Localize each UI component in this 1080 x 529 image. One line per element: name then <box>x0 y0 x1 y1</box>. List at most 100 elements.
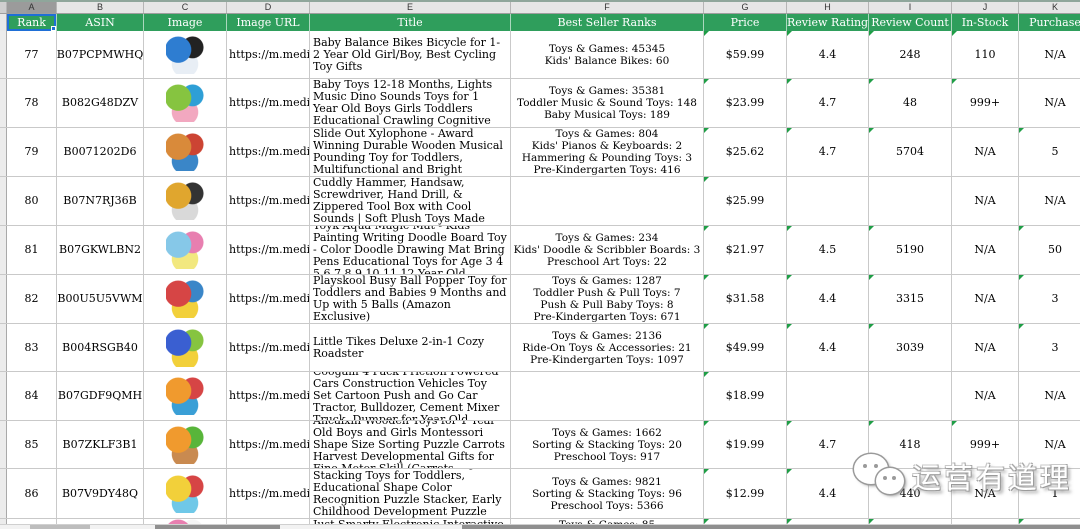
cell-image-url[interactable]: https://m.media-a <box>227 275 310 323</box>
cell-review-count[interactable] <box>869 177 952 225</box>
column-letter-K[interactable]: K <box>1019 2 1080 13</box>
column-letter-J[interactable]: J <box>952 2 1019 13</box>
cell-title[interactable]: Baby Musical Dinosaur Learning Baby Toys… <box>310 79 511 127</box>
cell-title[interactable]: Coogam 4 Pack Friction Powered Cars Cons… <box>310 372 511 420</box>
header-image-url[interactable]: Image URL <box>227 14 310 31</box>
cell-image[interactable] <box>144 31 227 78</box>
cell-title[interactable]: Just Smarty Electronic Interactive <box>310 519 511 526</box>
cell-purchase[interactable]: N/A <box>1019 421 1080 468</box>
cell-review-rating[interactable]: 4.5 <box>787 226 869 274</box>
cell-in-stock[interactable]: N/A <box>952 177 1019 225</box>
cell-in-stock[interactable]: 999+ <box>952 79 1019 127</box>
cell-image-url[interactable] <box>227 519 310 526</box>
cell-title[interactable]: Playskool Busy Ball Popper Toy for Toddl… <box>310 275 511 323</box>
cell-image[interactable] <box>144 324 227 371</box>
cell-review-count[interactable]: 440 <box>869 469 952 518</box>
cell-review-rating[interactable]: 4.4 <box>787 275 869 323</box>
cell-purchase[interactable]: 3 <box>1019 275 1080 323</box>
cell-rank[interactable]: 85 <box>7 421 57 468</box>
header-purchase[interactable]: Purchase <box>1019 14 1080 31</box>
cell-rank[interactable]: 77 <box>7 31 57 78</box>
horizontal-scrollbar[interactable] <box>0 524 1080 529</box>
cell-best-seller-ranks[interactable]: Toys & Games: 35381 Toddler Music & Soun… <box>511 79 704 127</box>
row-header-stub[interactable] <box>0 275 7 323</box>
cell-asin[interactable]: B07N7RJ36B <box>57 177 144 225</box>
column-letter-F[interactable]: F <box>511 2 704 13</box>
cell-title[interactable]: Toy Tool Set for Boys | Includes Cuddly … <box>310 177 511 225</box>
cell-rank[interactable]: 79 <box>7 128 57 176</box>
cell-in-stock[interactable]: N/A <box>952 324 1019 371</box>
cell-in-stock[interactable]: N/A <box>952 275 1019 323</box>
cell-asin[interactable]: B082G48DZV <box>57 79 144 127</box>
scrollbar-thumb[interactable] <box>155 525 280 529</box>
cell-review-count[interactable] <box>869 372 952 420</box>
cell-image-url[interactable]: https://m.media-a <box>227 421 310 468</box>
column-letter-B[interactable]: B <box>57 2 144 13</box>
cell-best-seller-ranks[interactable]: Toys & Games: 1662 Sorting & Stacking To… <box>511 421 704 468</box>
row-header-stub[interactable] <box>0 177 7 225</box>
header-in-stock[interactable]: In-Stock <box>952 14 1019 31</box>
column-letter-G[interactable]: G <box>704 2 787 13</box>
cell-rank[interactable]: 81 <box>7 226 57 274</box>
row-header-stub[interactable] <box>0 226 7 274</box>
cell-in-stock[interactable]: N/A <box>952 128 1019 176</box>
cell-image[interactable] <box>144 226 227 274</box>
cell-review-count[interactable]: 248 <box>869 31 952 78</box>
cell-image-url[interactable]: https://m.media-a <box>227 469 310 518</box>
cell-best-seller-ranks[interactable]: Toys & Games: 234 Kids' Doodle & Scribbl… <box>511 226 704 274</box>
cell-review-rating[interactable]: 4.4 <box>787 469 869 518</box>
cell-in-stock[interactable]: 110 <box>952 31 1019 78</box>
cell-in-stock[interactable]: N/A <box>952 469 1019 518</box>
cell-asin[interactable] <box>57 519 144 526</box>
cell-in-stock[interactable]: 999+ <box>952 421 1019 468</box>
cell-review-rating[interactable] <box>787 519 869 526</box>
cell-rank[interactable]: 86 <box>7 469 57 518</box>
cell-asin[interactable]: B07V9DY48Q <box>57 469 144 518</box>
cell-asin[interactable]: B07GKWLBN2 <box>57 226 144 274</box>
column-letter-E[interactable]: E <box>310 2 511 13</box>
header-asin[interactable]: ASIN <box>57 14 144 31</box>
cell-in-stock[interactable] <box>952 519 1019 526</box>
cell-review-rating[interactable] <box>787 372 869 420</box>
cell-purchase[interactable]: 1 <box>1019 469 1080 518</box>
cell-best-seller-ranks[interactable]: Toys & Games: 1287 Toddler Push & Pull T… <box>511 275 704 323</box>
cell-price[interactable]: $59.99 <box>704 31 787 78</box>
header-image[interactable]: Image <box>144 14 227 31</box>
row-header-stub[interactable] <box>0 31 7 78</box>
cell-asin[interactable]: B00U5U5VWM <box>57 275 144 323</box>
cell-price[interactable]: $31.58 <box>704 275 787 323</box>
header-review-rating[interactable]: Review Rating <box>787 14 869 31</box>
cell-review-rating[interactable] <box>787 177 869 225</box>
scrollbar-segment[interactable] <box>30 525 90 529</box>
column-letter-H[interactable]: H <box>787 2 869 13</box>
cell-image[interactable] <box>144 421 227 468</box>
cell-rank[interactable]: 83 <box>7 324 57 371</box>
row-header-stub[interactable] <box>0 128 7 176</box>
cell-image[interactable] <box>144 128 227 176</box>
cell-image[interactable] <box>144 79 227 127</box>
cell-image[interactable] <box>144 177 227 225</box>
cell-purchase[interactable] <box>1019 519 1080 526</box>
cell-review-rating[interactable]: 4.4 <box>787 31 869 78</box>
cell-image[interactable] <box>144 275 227 323</box>
cell-review-count[interactable]: 3039 <box>869 324 952 371</box>
column-letter-D[interactable]: D <box>227 2 310 13</box>
cell-review-count[interactable]: 3315 <box>869 275 952 323</box>
cell-in-stock[interactable]: N/A <box>952 372 1019 420</box>
cell-purchase[interactable]: 3 <box>1019 324 1080 371</box>
cell-rank[interactable]: 82 <box>7 275 57 323</box>
cell-purchase[interactable]: N/A <box>1019 31 1080 78</box>
header-rank[interactable]: Rank <box>7 14 57 31</box>
cell-purchase[interactable]: N/A <box>1019 177 1080 225</box>
cell-review-count[interactable]: 5190 <box>869 226 952 274</box>
scrollbar-thumb[interactable] <box>462 525 1080 529</box>
cell-title[interactable]: WOOD CITY Wooden Sorting & Stacking Toys… <box>310 469 511 518</box>
cell-image-url[interactable]: https://m.media-a <box>227 226 310 274</box>
cell-title[interactable]: Hape Pound & Tap Bench with Slide Out Xy… <box>310 128 511 176</box>
row-header-stub[interactable] <box>0 79 7 127</box>
cell-review-count[interactable]: 48 <box>869 79 952 127</box>
selection-fill-handle[interactable] <box>51 26 56 31</box>
row-header-stub[interactable] <box>0 324 7 371</box>
cell-review-count[interactable] <box>869 519 952 526</box>
header-title[interactable]: Title <box>310 14 511 31</box>
